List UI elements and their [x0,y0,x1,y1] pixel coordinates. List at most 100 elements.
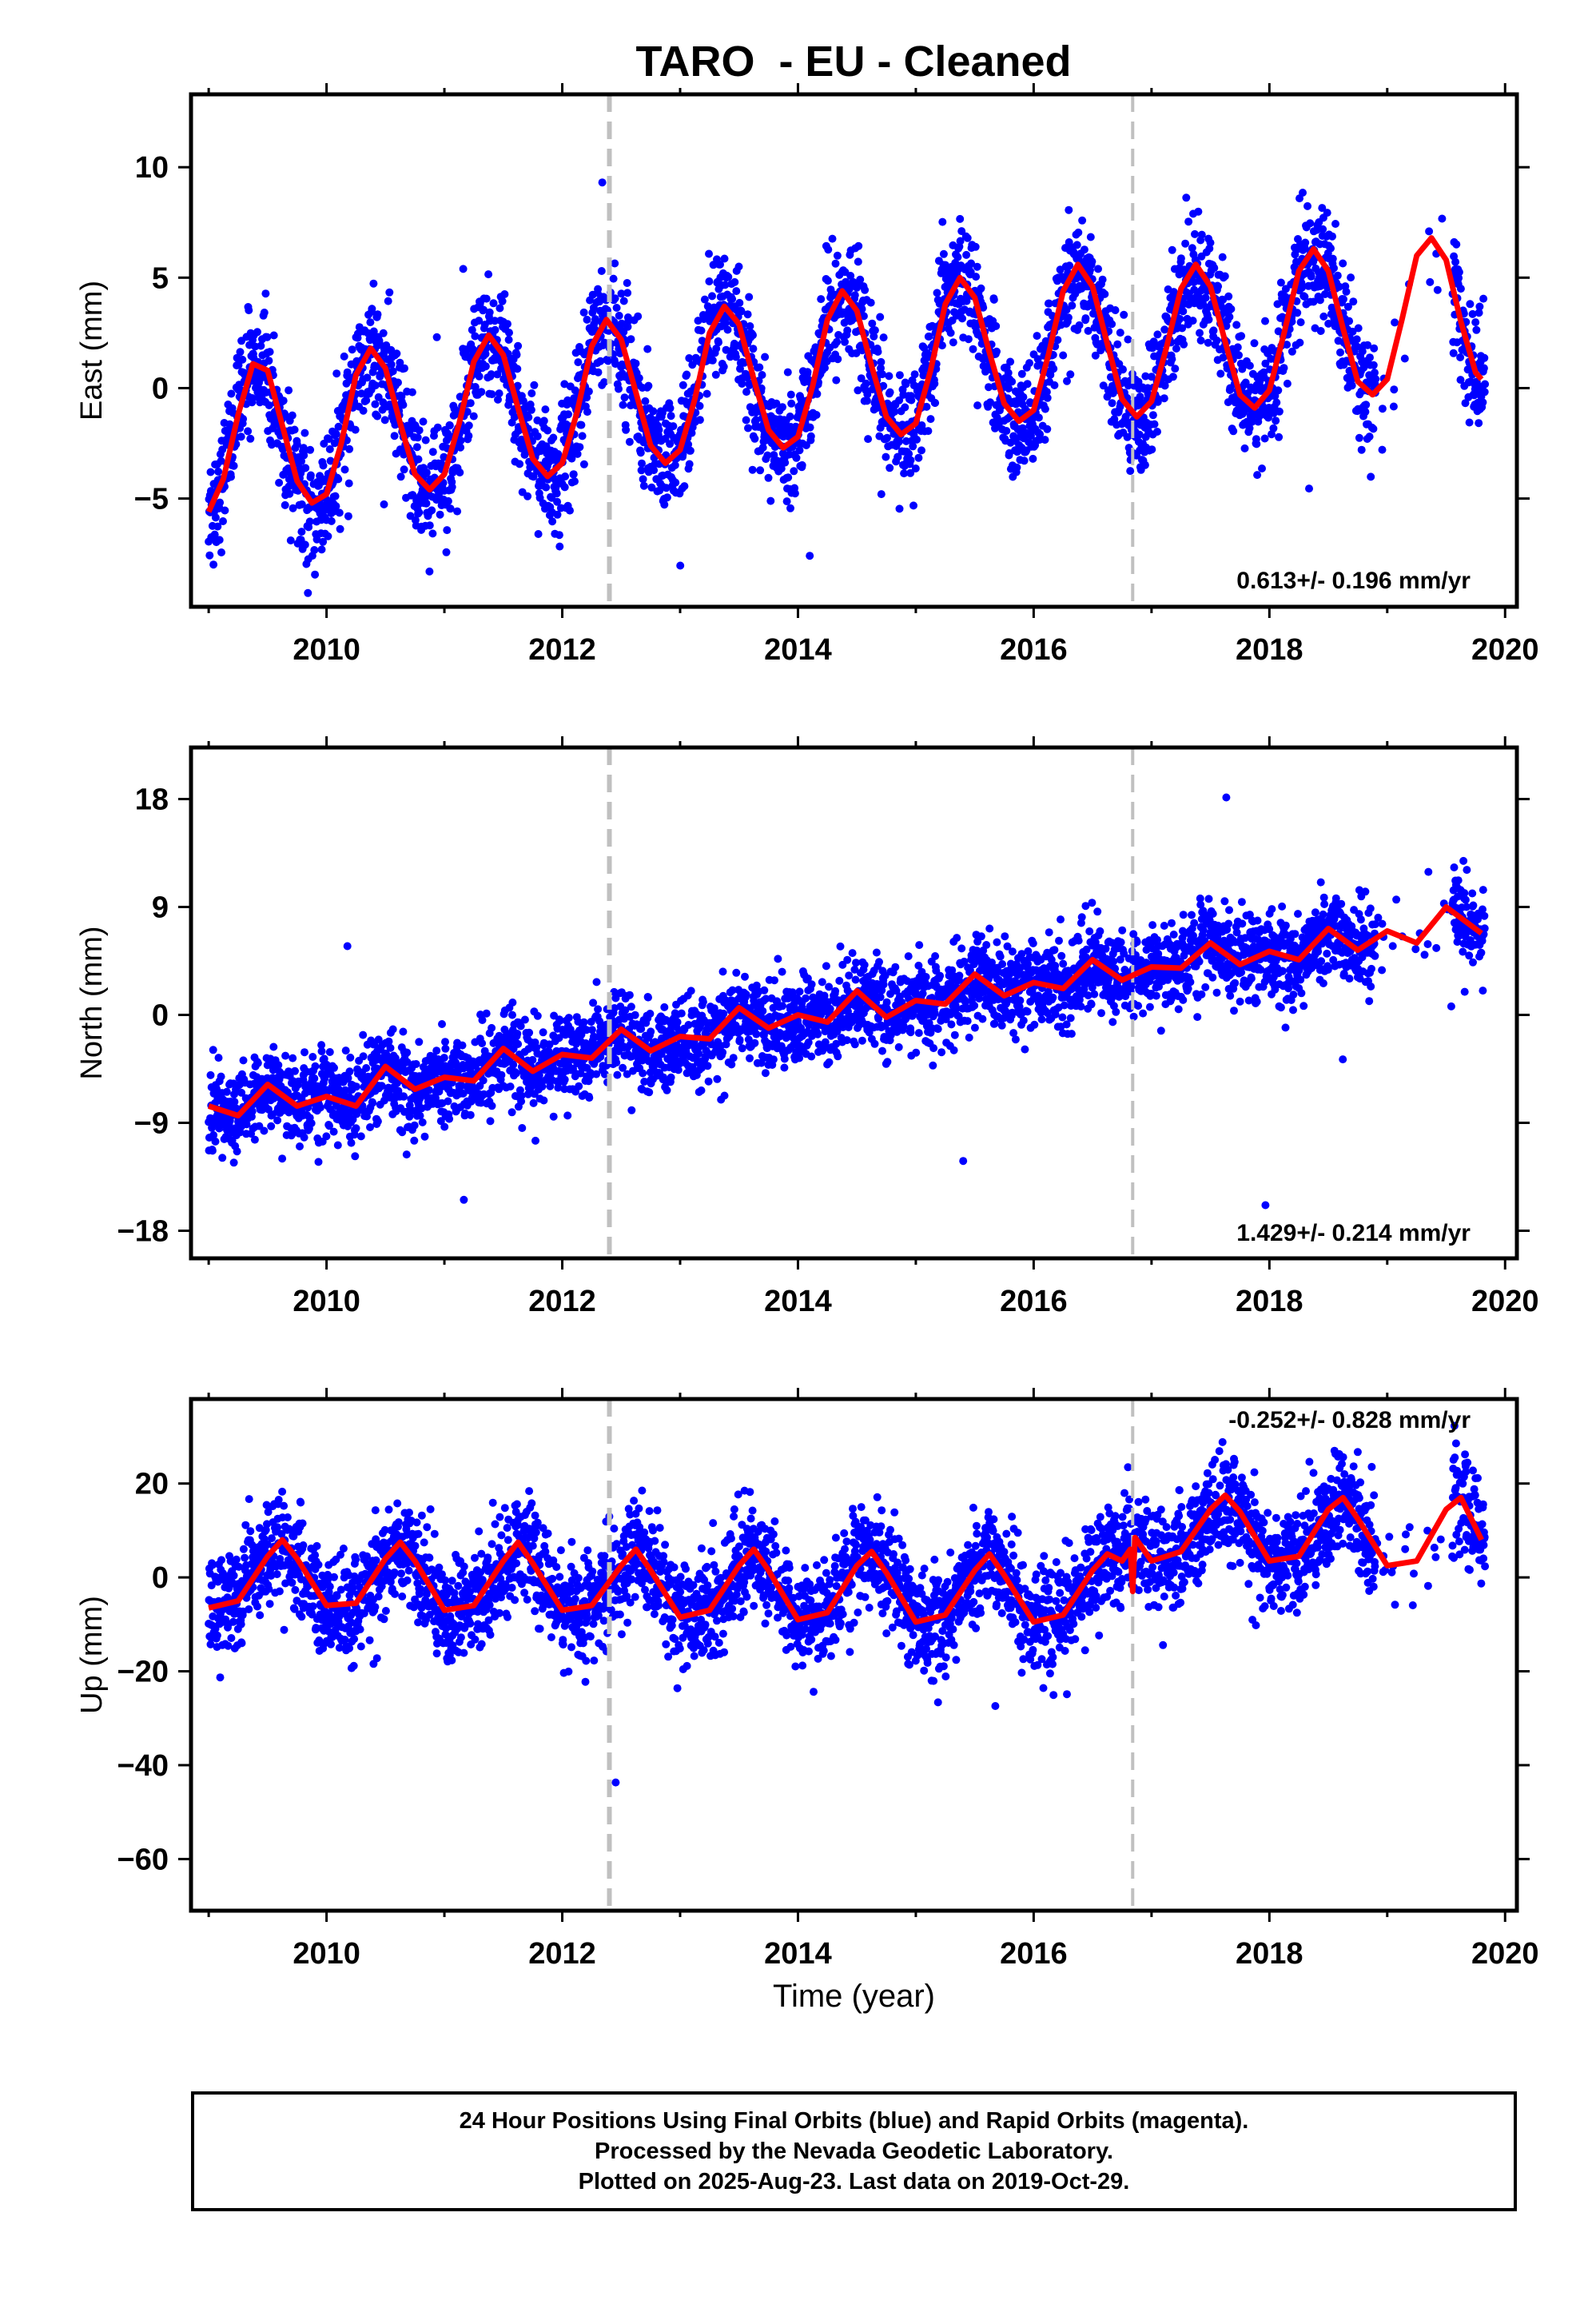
data-point [1006,357,1015,366]
data-point [686,446,695,455]
data-point [1365,433,1374,441]
data-point [700,295,709,304]
data-point [330,1063,338,1072]
data-point [639,481,648,490]
data-point [1240,444,1249,452]
data-point [953,253,962,261]
data-point [611,259,619,268]
data-point [265,401,273,409]
data-point [876,313,885,321]
data-point [671,478,680,487]
data-point [594,368,603,377]
data-point [1307,272,1315,281]
data-point [575,443,584,452]
data-point [419,417,428,426]
data-point [301,464,310,472]
data-point [1378,445,1387,454]
data-point [1218,253,1227,261]
data-point [442,548,451,556]
y-axis-label: East (mm) [75,281,109,421]
data-point [1023,380,1032,389]
data-point [543,426,552,435]
data-point [475,372,484,381]
data-point [373,412,382,421]
data-point [331,492,340,500]
data-point [806,552,814,560]
data-point [684,440,693,448]
data-point [620,393,629,402]
data-point [663,1086,671,1094]
data-point [290,425,299,434]
data-point [211,1137,220,1146]
data-point [238,355,247,364]
data-point [1148,445,1156,454]
data-point [885,372,894,381]
data-point [877,364,885,373]
data-point [1347,381,1356,390]
data-point [637,466,646,475]
data-point [1086,233,1095,241]
data-point [412,1060,420,1068]
data-point [346,1053,355,1062]
data-point [806,423,814,432]
data-point [456,468,464,476]
data-point [384,297,392,305]
data-point [246,434,255,443]
data-point [279,397,288,405]
data-point [1480,353,1489,362]
data-point [538,1082,547,1091]
data-point [305,504,314,512]
data-point [1471,318,1480,327]
data-point [669,422,678,431]
data-point [216,498,225,507]
data-point [877,490,886,499]
data-point [1059,351,1068,360]
data-point [1212,336,1221,345]
data-point [1336,348,1344,357]
data-point [343,942,352,951]
data-point [732,287,741,296]
data-point [1197,230,1206,239]
data-point [1349,297,1358,306]
data-point [596,357,605,365]
data-point [1168,355,1176,364]
data-point [1328,254,1337,263]
data-point [1100,289,1109,298]
data-point [764,473,773,482]
data-point [624,317,633,325]
data-point [312,535,321,544]
data-point [444,1097,452,1106]
data-point [362,1064,371,1072]
data-point [1352,335,1361,344]
data-point [1029,454,1037,463]
data-point [1331,220,1339,228]
data-point [1181,239,1190,248]
data-point [643,345,652,353]
data-point [750,434,759,443]
data-point [649,407,658,416]
data-point [322,1132,331,1141]
data-point [496,304,504,313]
data-point [655,425,663,434]
data-point [289,504,297,512]
data-point [428,506,436,515]
data-point [1124,335,1132,344]
data-point [1171,365,1180,373]
data-point [625,437,634,446]
data-point [487,370,496,379]
data-point [731,353,740,361]
data-point [1339,259,1347,268]
data-point [666,440,675,448]
data-point [772,399,781,408]
data-point [1214,282,1223,291]
data-point [394,378,402,387]
data-point [527,389,536,397]
data-point [497,1070,506,1079]
data-point [761,353,770,361]
data-point [385,288,394,297]
data-point [1148,411,1157,420]
data-point [297,457,305,465]
data-point [325,444,334,453]
data-point [386,1043,395,1052]
